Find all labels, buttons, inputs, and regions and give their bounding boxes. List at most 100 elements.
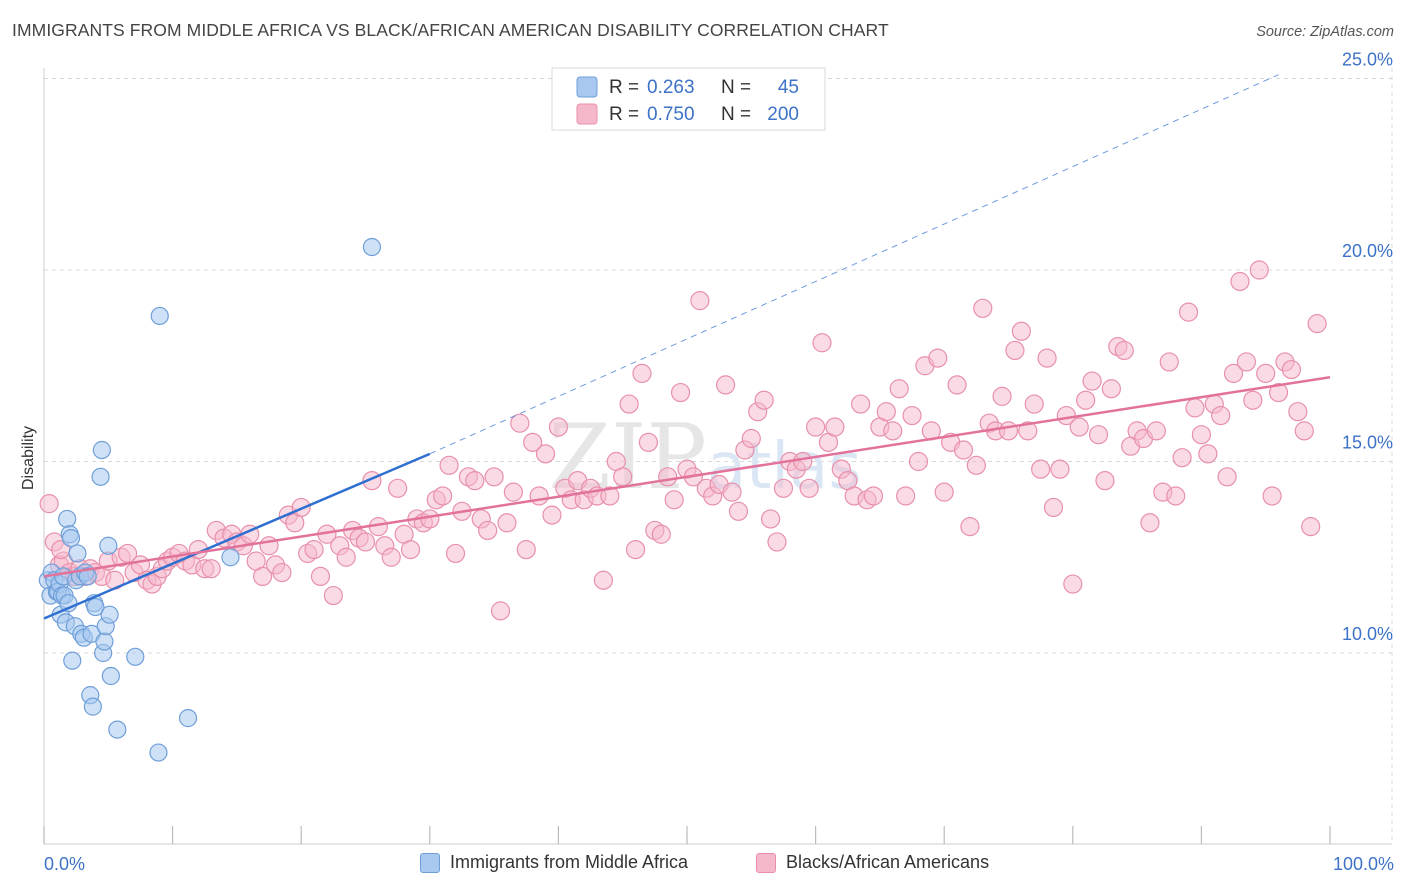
point-blacks-african-americans (1140, 513, 1160, 533)
bottom-legend: Immigrants from Middle Africa Blacks/Afr… (0, 852, 1406, 878)
x-tick-label-right: 100.0% (1333, 854, 1394, 874)
bottom-legend-label-2: Blacks/African Americans (786, 852, 990, 872)
point-immigrants-middle-africa (221, 548, 240, 567)
point-blacks-african-americans (1268, 382, 1289, 403)
point-blacks-african-americans (1018, 421, 1038, 441)
gridlines (44, 68, 1393, 844)
trend-line-blue (43, 452, 431, 620)
point-blacks-african-americans (1178, 302, 1199, 322)
point-blacks-african-americans (1069, 417, 1089, 437)
point-blacks-african-americans (1159, 352, 1179, 372)
point-blacks-african-americans (876, 402, 896, 422)
point-immigrants-middle-africa (150, 306, 169, 326)
point-blacks-african-americans (992, 386, 1012, 406)
point-blacks-african-americans (799, 478, 819, 498)
point-immigrants-middle-africa (99, 536, 118, 555)
point-blacks-african-americans (1211, 405, 1231, 426)
point-blacks-african-americans (600, 486, 620, 506)
point-blacks-african-americans (767, 532, 787, 552)
point-blacks-african-americans (510, 413, 530, 433)
point-blacks-african-americans (465, 471, 485, 491)
point-blacks-african-americans (966, 455, 986, 475)
point-blacks-african-americans (1217, 467, 1237, 487)
point-blacks-african-americans (1063, 574, 1083, 594)
point-immigrants-middle-africa (95, 632, 114, 651)
point-immigrants-middle-africa (149, 743, 168, 762)
point-blacks-african-americans (953, 440, 974, 460)
point-blacks-african-americans (1243, 390, 1263, 410)
bottom-legend-swatch-pink (756, 852, 776, 873)
point-blacks-african-americans (638, 432, 659, 452)
point-blacks-african-americans (381, 547, 401, 567)
point-blacks-african-americans (1101, 379, 1121, 399)
legend-swatch-blue (576, 76, 598, 98)
point-blacks-african-americans (947, 375, 967, 395)
point-blacks-african-americans (445, 543, 466, 564)
point-immigrants-middle-africa (58, 509, 77, 529)
legend-n-label-2: N = (721, 104, 751, 125)
trend-line-blue-extension (429, 74, 1279, 455)
chart-title: IMMIGRANTS FROM MIDDLE AFRICA VS BLACK/A… (12, 20, 889, 40)
source-credit: Source: ZipAtlas.com (1256, 24, 1394, 40)
point-blacks-african-americans (1076, 390, 1096, 410)
point-blacks-african-americans (304, 539, 324, 560)
point-blacks-african-americans (433, 486, 453, 506)
point-blacks-african-americans (670, 382, 691, 403)
bottom-legend-swatch-blue (420, 852, 440, 873)
point-blacks-african-americans (1191, 425, 1212, 445)
point-blacks-african-americans (1043, 497, 1064, 518)
legend-r-label-1: R = (609, 77, 639, 98)
y-tick-labels: 10.0% 15.0% 20.0% 25.0% (1342, 50, 1393, 645)
y-tick-label-25: 25.0% (1342, 50, 1393, 70)
point-blacks-african-americans (323, 585, 343, 606)
point-blacks-african-americans (812, 333, 832, 353)
legend-r-label-2: R = (609, 104, 639, 125)
point-immigrants-middle-africa (78, 567, 97, 586)
point-blacks-african-americans (928, 348, 948, 368)
point-blacks-african-americans (1011, 321, 1031, 341)
point-immigrants-middle-africa (92, 440, 111, 460)
point-blacks-african-americans (400, 539, 421, 560)
point-blacks-african-americans (1088, 425, 1109, 445)
point-blacks-african-americans (1288, 402, 1308, 422)
point-blacks-african-americans (310, 566, 331, 587)
point-blacks-african-americans (253, 566, 273, 587)
point-blacks-african-americans (1262, 486, 1282, 506)
point-blacks-african-americans (336, 547, 356, 567)
y-tick-label-10: 10.0% (1342, 624, 1393, 644)
legend-n-value-1: 45 (778, 77, 799, 98)
point-blacks-african-americans (625, 539, 646, 560)
point-blacks-african-americans (1198, 444, 1218, 464)
point-blacks-african-americans (825, 417, 845, 437)
point-blacks-african-americans (851, 394, 871, 414)
legend-n-value-2: 200 (767, 104, 799, 125)
point-blacks-african-americans (960, 517, 980, 537)
point-blacks-african-americans (754, 390, 774, 410)
point-blacks-african-americans (1230, 271, 1250, 292)
point-blacks-african-americans (1236, 352, 1257, 372)
point-blacks-african-americans (497, 513, 517, 533)
point-blacks-african-americans (651, 524, 671, 544)
point-blacks-african-americans (619, 394, 639, 414)
point-blacks-african-americans (805, 417, 826, 437)
point-blacks-african-americans (1037, 348, 1057, 368)
point-blacks-african-americans (715, 375, 736, 395)
point-blacks-african-americans (760, 509, 781, 529)
correlation-legend: R = 0.263 N = 45 R = 0.750 N = 200 (551, 67, 826, 131)
trend-lines (43, 74, 1331, 620)
point-blacks-african-americans (1249, 260, 1269, 280)
point-blacks-african-americans (1024, 394, 1044, 414)
axes (43, 68, 1392, 845)
point-immigrants-middle-africa (63, 651, 82, 670)
point-blacks-african-americans (478, 520, 498, 541)
point-immigrants-middle-africa (108, 720, 127, 739)
legend-r-value-2: 0.750 (647, 104, 695, 125)
point-blacks-african-americans (1166, 486, 1186, 506)
y-tick-label-15: 15.0% (1342, 433, 1393, 453)
point-blacks-african-americans (388, 478, 408, 498)
legend-swatch-pink (576, 103, 598, 125)
point-blacks-african-americans (908, 451, 929, 472)
x-tick-label-left: 0.0% (44, 854, 85, 874)
point-blacks-african-americans (1146, 421, 1166, 441)
legend-r-value-1: 0.263 (647, 77, 695, 98)
